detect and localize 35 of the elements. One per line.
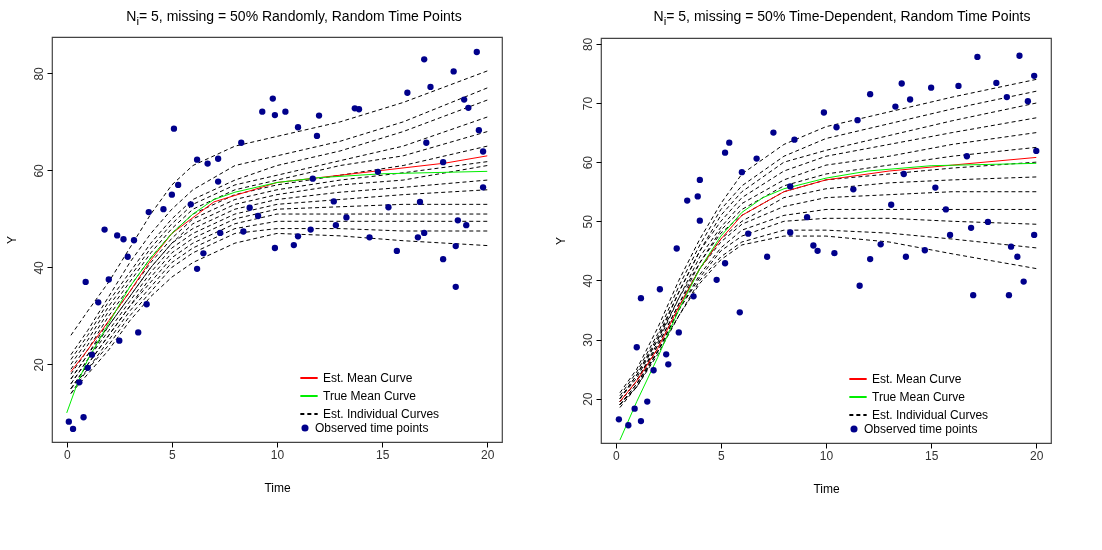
legend-label: True Mean Curve — [323, 389, 417, 403]
legend-label: Est. Individual Curves — [872, 408, 989, 422]
legend-label: True Mean Curve — [872, 390, 966, 404]
y-tick-label: 70 — [580, 96, 595, 111]
chart-title: N$_{i}$= 5, missing = 50% Randomly, Random Time Points — [125, 7, 463, 29]
y-axis-title: Y — [553, 236, 568, 246]
legend-label: Observed time points — [315, 421, 429, 435]
y-tick-label: 30 — [580, 333, 595, 347]
x-tick-label: 20 — [1030, 448, 1044, 463]
y-tick-label: 80 — [31, 66, 46, 81]
y-tick-label: 40 — [31, 260, 46, 275]
x-tick-label: 10 — [270, 447, 285, 462]
y-tick-label: 20 — [580, 392, 595, 406]
x-axis-title: Time — [813, 481, 840, 496]
x-tick-label: 0 — [63, 447, 71, 462]
y-axis-title: Y — [4, 235, 19, 245]
y-tick-label: 20 — [31, 357, 46, 372]
chart-title: N$_{i}$= 5, missing = 50% Time-Dependent, Random Time Points — [652, 7, 1032, 29]
y-tick-label: 80 — [580, 37, 595, 52]
y-tick-label: 40 — [580, 273, 595, 288]
x-tick-label: 15 — [924, 448, 939, 463]
x-tick-label: 5 — [718, 448, 726, 463]
legend-label: Est. Mean Curve — [872, 372, 962, 386]
y-tick-label: 50 — [580, 214, 595, 229]
x-tick-label: 10 — [819, 448, 834, 463]
legend-label: Est. Mean Curve — [323, 371, 413, 385]
legend-label: Observed time points — [864, 422, 978, 436]
legend-label: Est. Individual Curves — [323, 407, 440, 421]
x-axis-title: Time — [264, 480, 291, 495]
y-tick-label: 60 — [580, 155, 595, 170]
y-tick-label: 60 — [31, 163, 46, 178]
x-tick-label: 15 — [375, 447, 390, 462]
x-tick-label: 20 — [481, 447, 495, 462]
x-tick-label: 5 — [169, 447, 177, 462]
x-tick-label: 0 — [612, 448, 620, 463]
